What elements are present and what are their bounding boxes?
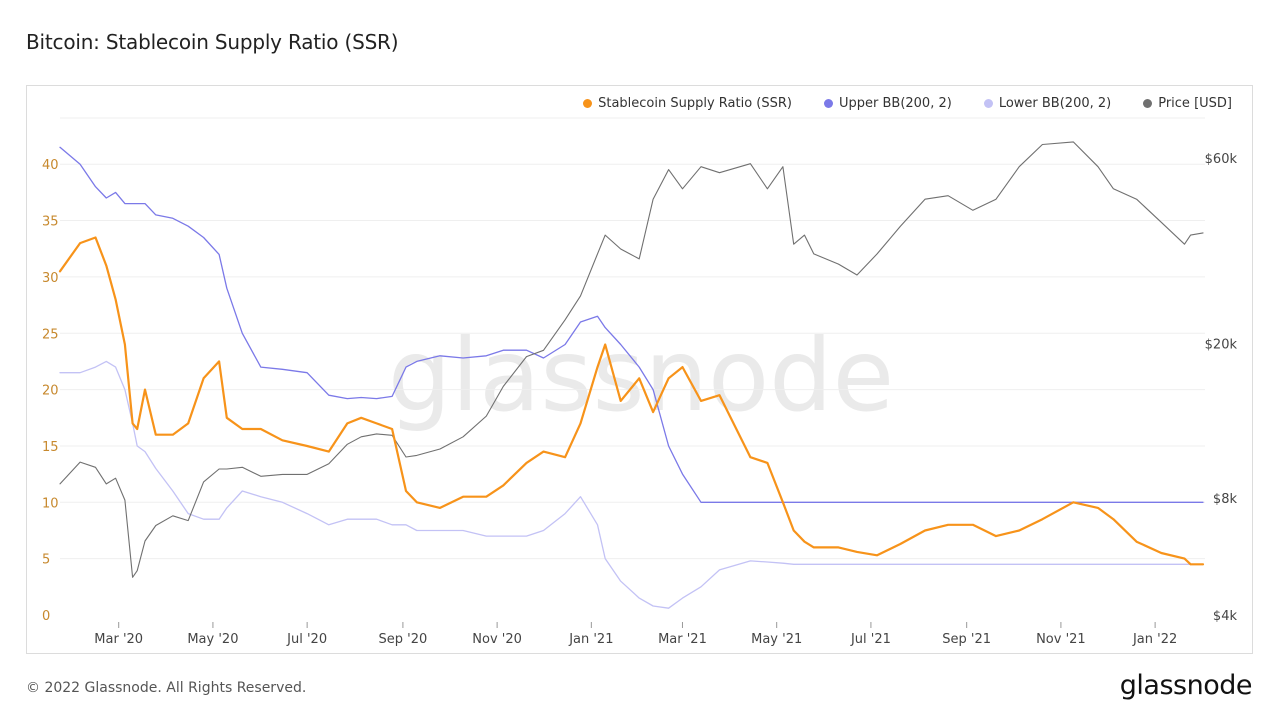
y-left-tick-label: 30 — [42, 271, 59, 286]
glassnode-logo: glassnode — [1119, 670, 1253, 701]
x-tick-label: Sep '20 — [379, 632, 428, 647]
legend-dot-price — [1143, 99, 1153, 108]
x-tick-label: May '20 — [187, 632, 238, 647]
legend-item-lower-bb[interactable]: Lower BB(200, 2) — [983, 96, 1112, 111]
chart-legend: Stablecoin Supply Ratio (SSR) Upper BB(2… — [583, 96, 1232, 111]
x-tick-label: Sep '21 — [942, 632, 991, 647]
legend-label-price: Price [USD] — [1158, 96, 1232, 111]
y-right-tick-label: $60k — [1205, 152, 1238, 167]
legend-label-ssr: Stablecoin Supply Ratio (SSR) — [598, 96, 792, 111]
legend-item-ssr[interactable]: Stablecoin Supply Ratio (SSR) — [583, 96, 792, 111]
x-tick-label: Jan '21 — [568, 632, 613, 647]
series-line-stablecoin-supply-ratio-ssr — [58, 236, 1205, 566]
y-left-tick-label: 35 — [42, 215, 59, 230]
y-left-tick-label: 10 — [42, 496, 59, 511]
legend-dot-ssr — [583, 99, 593, 108]
y-left-tick-label: 0 — [42, 609, 50, 624]
y-right-tick-label: $4k — [1213, 609, 1238, 624]
y-right-tick-label: $20k — [1205, 337, 1238, 352]
legend-dot-lower-bb — [983, 99, 993, 108]
chart-watermark: glassnode — [388, 317, 894, 434]
x-tick-label: Nov '21 — [1036, 632, 1086, 647]
legend-label-lower-bb: Lower BB(200, 2) — [998, 96, 1112, 111]
legend-item-upper-bb[interactable]: Upper BB(200, 2) — [823, 96, 952, 111]
legend-dot-upper-bb — [823, 99, 833, 108]
legend-item-price[interactable]: Price [USD] — [1143, 96, 1232, 111]
y-left-tick-label: 40 — [42, 158, 59, 173]
page-title: Bitcoin: Stablecoin Supply Ratio (SSR) — [26, 30, 399, 54]
series-group — [58, 141, 1205, 609]
y-axis-right: $4k $8k $20k $60k — [1205, 152, 1238, 624]
series-line-lower-bb-200-2 — [59, 360, 1204, 609]
series-line-price-usd — [59, 141, 1204, 578]
x-tick-label: Jan '22 — [1132, 632, 1177, 647]
x-tick-label: Mar '20 — [94, 632, 143, 647]
y-right-tick-label: $8k — [1213, 492, 1238, 507]
x-tick-label: Jul '21 — [850, 632, 891, 647]
x-tick-label: Mar '21 — [658, 632, 707, 647]
x-axis: Mar '20 May '20 Jul '20 Sep '20 Nov '20 Jan '… — [94, 622, 1177, 647]
y-left-tick-label: 25 — [42, 327, 59, 342]
x-tick-label: May '21 — [751, 632, 802, 647]
y-axis-left: 0 5 10 15 20 25 30 35 40 — [42, 158, 59, 624]
x-tick-label: Jul '20 — [286, 632, 327, 647]
series-line-upper-bb-200-2 — [59, 146, 1204, 503]
copyright-text: © 2022 Glassnode. All Rights Reserved. — [26, 680, 307, 696]
chart-frame — [26, 85, 1253, 654]
legend-label-upper-bb: Upper BB(200, 2) — [838, 96, 952, 111]
grid-lines — [60, 117, 1205, 560]
y-left-tick-label: 20 — [42, 384, 59, 399]
x-tick-label: Nov '20 — [472, 632, 522, 647]
y-left-tick-label: 5 — [42, 553, 50, 568]
y-left-tick-label: 15 — [42, 440, 59, 455]
